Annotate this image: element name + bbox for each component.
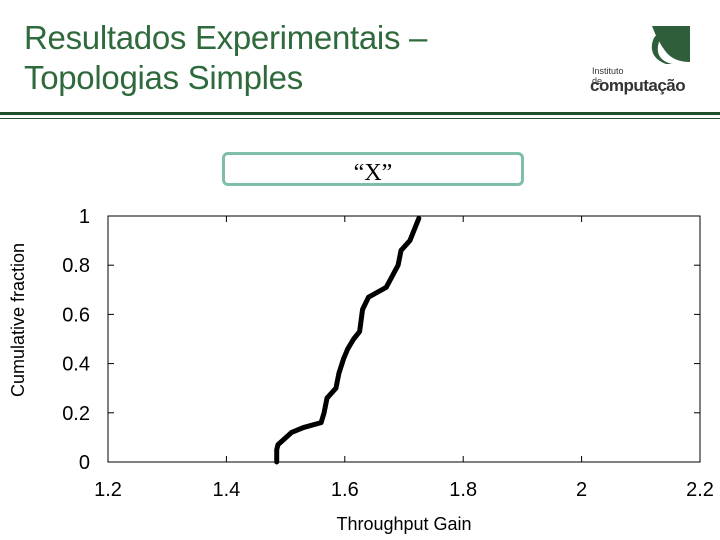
logo-corner-text: uff [676,51,690,63]
logo-small-text: Instituto de [592,66,624,86]
scenario-label-box: “X” [222,152,524,186]
logo-big-text: computação [590,76,686,95]
slide-title-line-1: Resultados Experimentais – [24,19,428,56]
plot-frame [107,215,701,463]
y-tick-label: 0.2 [62,403,90,425]
slide-title-line-2: Topologias Simples [24,59,303,96]
institute-logo: uff Instituto de computação [582,18,692,100]
x-tick-label: 1.4 [212,479,240,501]
y-tick-label: 0 [79,452,90,474]
series-layer [274,215,422,465]
x-tick-label: 1.2 [94,479,122,501]
y-tick-label: 0.6 [62,304,90,326]
logo-mark-icon: uff [582,18,692,78]
x-tick-label: 1.8 [449,479,477,501]
y-tick-label: 0.4 [62,354,90,376]
x-tick-label: 2 [576,479,587,501]
y-axis-ticks: 0 0.2 0.4 0.6 0.8 1 [62,206,700,474]
title-rule-thick [0,112,720,115]
y-axis-label: Cumulative fraction [8,243,28,397]
y-tick-label: 0.8 [62,255,90,277]
x-axis-label: Throughput Gain [336,514,471,534]
x-tick-label: 2.2 [686,479,714,501]
title-rule-thin [0,118,720,119]
x-tick-label: 1.6 [331,479,359,501]
x-axis-ticks: 1.2 1.4 1.6 1.8 2 2.2 [94,216,714,501]
y-tick-label: 1 [79,206,90,228]
cdf-series-line [274,215,422,465]
slide-title: Resultados Experimentais – Topologias Si… [24,18,554,98]
cdf-chart: 1.2 1.4 1.6 1.8 2 2.2 0 0.2 0.4 0.6 0.8 1 Throughp… [8,206,714,534]
